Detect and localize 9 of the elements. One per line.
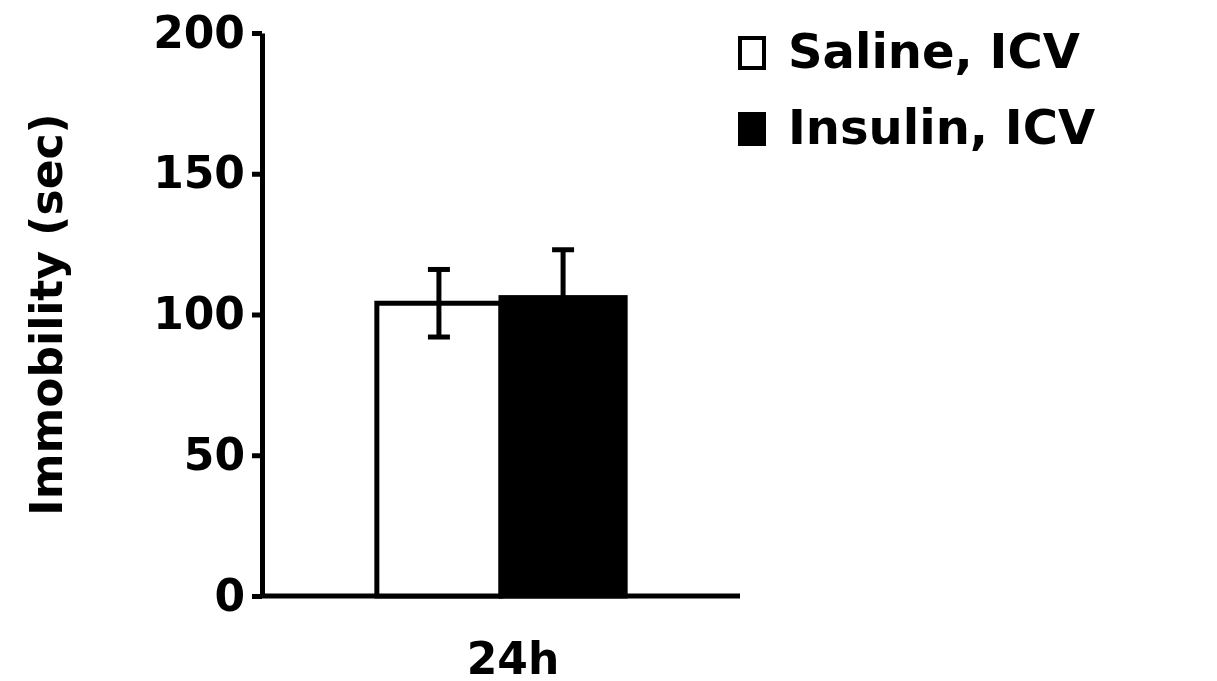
y-tick-label: 50 bbox=[183, 428, 245, 480]
y-tick-label: 100 bbox=[153, 288, 245, 340]
y-tick-label: 150 bbox=[153, 147, 245, 199]
legend-label: Saline, ICV bbox=[788, 23, 1080, 79]
y-tick-label: 0 bbox=[214, 569, 245, 621]
y-tick-label: 200 bbox=[153, 6, 245, 58]
y-axis-title: Immobility (sec) bbox=[21, 113, 72, 516]
x-tick-label: 24h bbox=[466, 633, 560, 681]
legend-label: Insulin, ICV bbox=[788, 99, 1096, 155]
